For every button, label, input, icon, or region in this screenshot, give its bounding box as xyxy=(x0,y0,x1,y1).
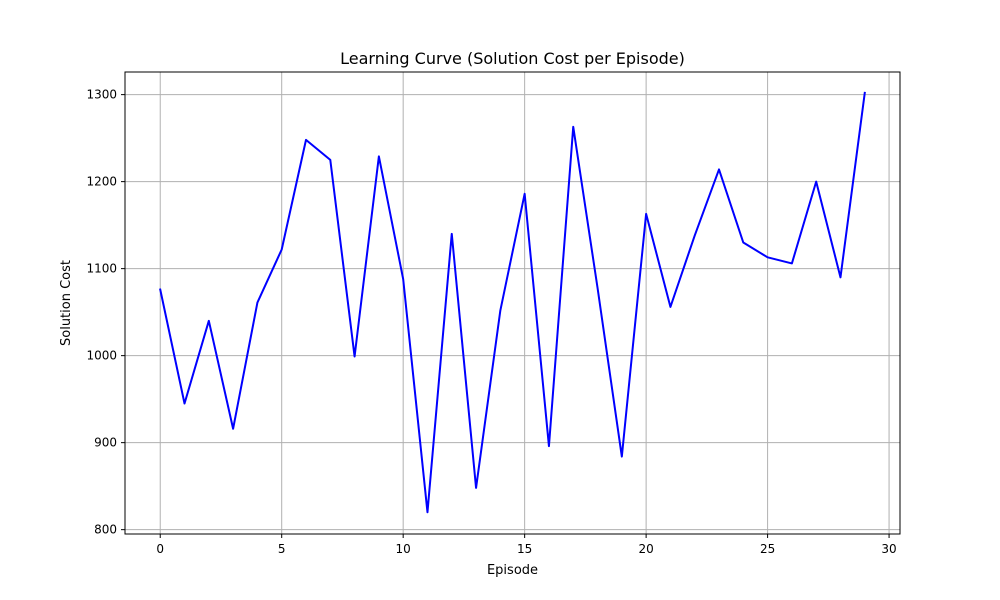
ticks: 0 5 10 15 20 25 30 800 900 1000 1100 1200 1300 xyxy=(86,88,896,556)
y-tick-label-1200: 1200 xyxy=(86,175,117,189)
y-tick-label-1100: 1100 xyxy=(86,262,117,276)
chart-title: Learning Curve (Solution Cost per Episod… xyxy=(340,49,685,68)
y-tick-label-900: 900 xyxy=(94,436,117,450)
x-tick-label-25: 25 xyxy=(760,542,775,556)
y-tick-label-1300: 1300 xyxy=(86,88,117,102)
x-tick-label-10: 10 xyxy=(396,542,411,556)
x-tick-label-5: 5 xyxy=(278,542,286,556)
x-tick-label-20: 20 xyxy=(638,542,653,556)
y-axis-label: Solution Cost xyxy=(59,260,74,346)
grid xyxy=(125,72,900,534)
x-tick-label-0: 0 xyxy=(156,542,164,556)
x-tick-label-15: 15 xyxy=(517,542,532,556)
series-layer xyxy=(159,91,866,514)
plot-frame xyxy=(124,71,901,535)
x-tick-label-30: 30 xyxy=(881,542,896,556)
y-tick-label-800: 800 xyxy=(94,523,117,537)
series-line-0 xyxy=(159,91,866,514)
y-tick-label-1000: 1000 xyxy=(86,349,117,363)
x-axis-label: Episode xyxy=(487,563,538,578)
